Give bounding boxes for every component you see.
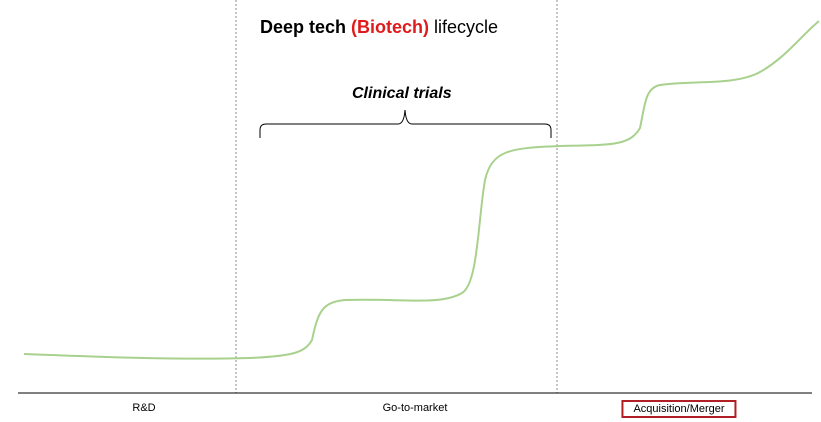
clinical-trials-label: Clinical trials: [352, 85, 452, 102]
phase-label-go-to-market: Go-to-market: [382, 402, 448, 414]
diagram-title: Deep tech (Biotech) lifecycle: [260, 17, 498, 38]
clinical-trials-bracket: [259, 109, 552, 138]
growth-curve: [23, 20, 820, 360]
phase-label-rnd: R&D: [132, 402, 156, 414]
title-part-1: Deep tech: [260, 17, 352, 37]
title-part-2: (Biotech): [351, 17, 430, 37]
phase-label-acquisition-merger: Acquisition/Merger: [621, 400, 737, 418]
title-part-3: lifecycle: [429, 17, 499, 37]
